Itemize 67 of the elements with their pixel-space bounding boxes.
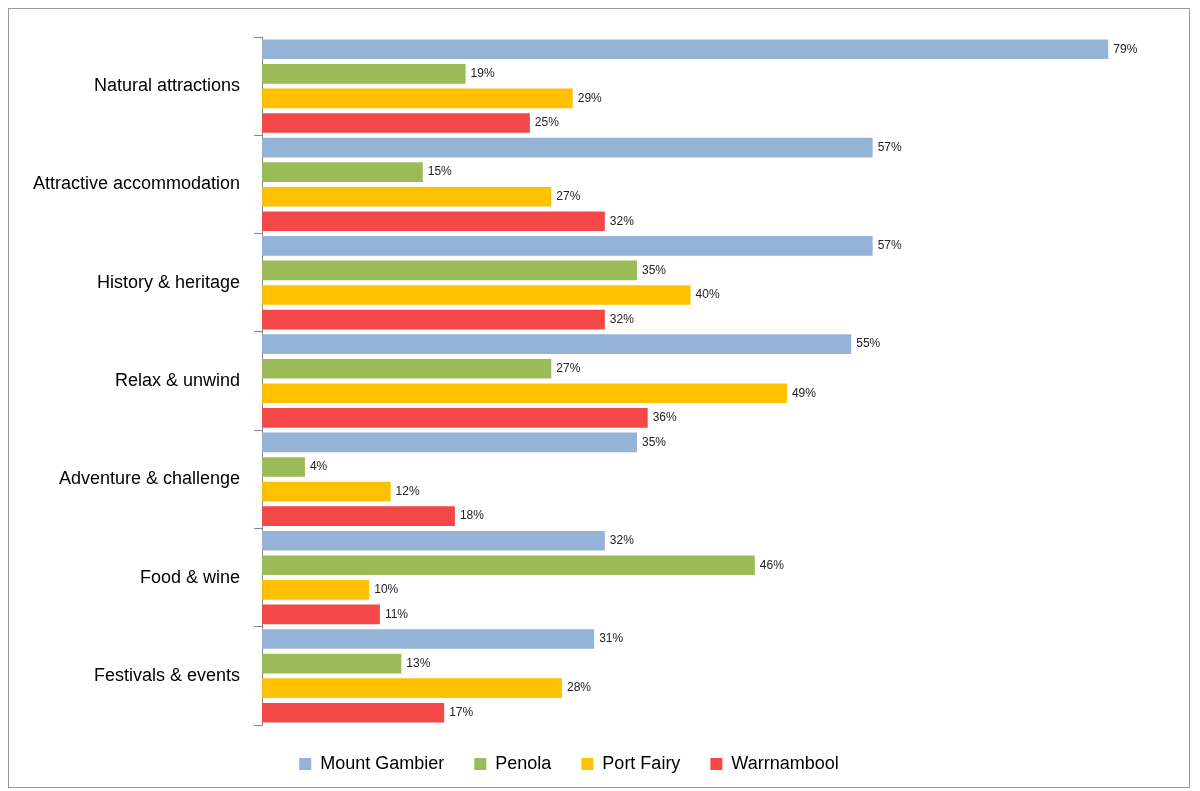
- data-label: 18%: [459, 508, 485, 523]
- data-label: 4%: [309, 459, 328, 474]
- bar: [262, 678, 563, 698]
- bar: [262, 162, 423, 182]
- bar: [262, 702, 445, 723]
- y-tick-label: Food & wine: [140, 566, 241, 587]
- data-label: 36%: [652, 410, 678, 425]
- bar: [262, 260, 637, 281]
- data-label: 32%: [609, 311, 635, 326]
- data-label: 32%: [609, 533, 635, 548]
- bar: [262, 629, 595, 649]
- data-label: 35%: [641, 434, 667, 449]
- bar: [262, 653, 402, 674]
- bar: [262, 211, 605, 232]
- bar: [262, 530, 605, 551]
- data-label: 55%: [856, 336, 881, 351]
- bar: [262, 285, 691, 305]
- y-tick-label: History & heritage: [97, 271, 241, 292]
- bar: [262, 432, 637, 453]
- bar: [262, 113, 530, 133]
- data-label: 12%: [395, 483, 420, 498]
- bar: [262, 408, 648, 428]
- y-tick-label: Relax & unwind: [115, 369, 241, 390]
- data-label: 17%: [449, 705, 474, 720]
- data-label: 49%: [791, 385, 817, 400]
- data-label: 29%: [577, 90, 603, 105]
- bar: [262, 334, 852, 354]
- bar: [262, 64, 466, 84]
- data-label: 10%: [374, 582, 399, 597]
- bar: [262, 358, 552, 379]
- bar: [262, 604, 380, 625]
- data-label: 27%: [556, 361, 581, 376]
- data-label: 13%: [406, 655, 431, 670]
- data-label: 15%: [427, 164, 453, 179]
- bar: [262, 481, 391, 502]
- data-label: 57%: [877, 139, 902, 154]
- legend-label: Warrnambool: [731, 752, 839, 773]
- data-label: 31%: [599, 631, 624, 646]
- data-label: 32%: [609, 213, 635, 228]
- bar: [262, 186, 552, 207]
- data-label: 11%: [384, 606, 409, 621]
- data-label: 57%: [877, 238, 902, 253]
- legend-label: Mount Gambier: [320, 752, 445, 773]
- y-tick-label: Natural attractions: [94, 75, 241, 96]
- bar: [262, 309, 605, 330]
- data-label: 79%: [1113, 41, 1138, 56]
- bar: [262, 383, 787, 404]
- bar: [262, 506, 455, 526]
- legend-label: Port Fairy: [602, 752, 681, 773]
- bar: [262, 555, 755, 576]
- bar: [262, 137, 873, 158]
- y-tick-label: Adventure & challenge: [58, 468, 241, 489]
- bar: [262, 580, 370, 600]
- y-tick-label: Attractive accommodation: [32, 173, 241, 194]
- bar: [262, 39, 1109, 60]
- data-label: 25%: [534, 115, 560, 130]
- legend-label: Penola: [495, 752, 553, 773]
- data-label: 28%: [567, 680, 592, 695]
- data-label: 40%: [695, 287, 720, 302]
- data-label: 35%: [641, 262, 667, 277]
- y-tick-label: Festivals & events: [94, 664, 241, 685]
- data-label: 46%: [759, 557, 785, 572]
- bar: [262, 88, 573, 109]
- bar: [262, 236, 873, 256]
- data-label: 27%: [556, 189, 581, 204]
- data-label: 19%: [470, 66, 495, 81]
- bar: [262, 457, 305, 477]
